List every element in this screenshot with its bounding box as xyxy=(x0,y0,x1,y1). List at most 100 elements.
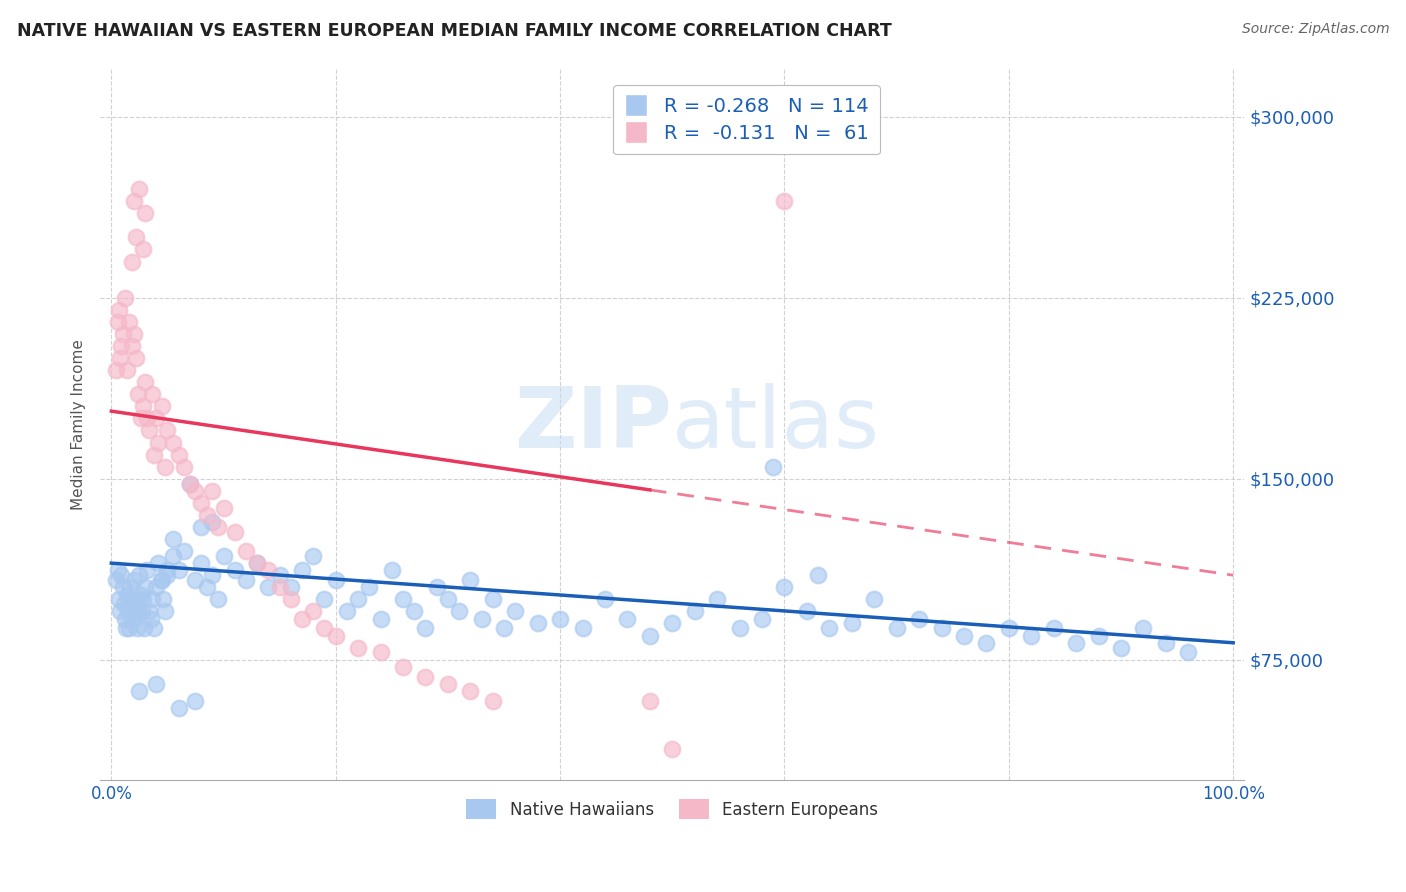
Point xyxy=(638,694,661,708)
Point xyxy=(134,375,156,389)
Point xyxy=(184,573,207,587)
Point xyxy=(162,549,184,563)
Point xyxy=(818,621,841,635)
Point xyxy=(107,563,129,577)
Point xyxy=(127,387,149,401)
Point xyxy=(153,604,176,618)
Point xyxy=(190,556,212,570)
Point xyxy=(173,459,195,474)
Point xyxy=(325,628,347,642)
Point xyxy=(108,592,131,607)
Point xyxy=(127,604,149,618)
Point xyxy=(796,604,818,618)
Point xyxy=(114,291,136,305)
Point xyxy=(773,194,796,209)
Point xyxy=(118,315,141,329)
Point xyxy=(201,568,224,582)
Point xyxy=(115,587,138,601)
Point xyxy=(437,677,460,691)
Point xyxy=(931,621,953,635)
Point xyxy=(404,604,426,618)
Point xyxy=(138,424,160,438)
Point xyxy=(132,621,155,635)
Point xyxy=(129,411,152,425)
Point xyxy=(184,694,207,708)
Point xyxy=(201,515,224,529)
Point xyxy=(235,544,257,558)
Point xyxy=(129,587,152,601)
Point xyxy=(115,621,138,635)
Point xyxy=(291,563,314,577)
Point xyxy=(150,400,173,414)
Point xyxy=(110,604,132,618)
Point xyxy=(127,621,149,635)
Point xyxy=(173,544,195,558)
Point xyxy=(167,448,190,462)
Point xyxy=(190,496,212,510)
Point xyxy=(136,411,159,425)
Point xyxy=(773,580,796,594)
Point xyxy=(132,592,155,607)
Point xyxy=(1087,628,1109,642)
Point xyxy=(257,580,280,594)
Point xyxy=(125,351,148,365)
Point xyxy=(121,254,143,268)
Point xyxy=(120,580,142,594)
Point xyxy=(246,556,269,570)
Point xyxy=(138,604,160,618)
Point xyxy=(145,411,167,425)
Point xyxy=(1154,636,1177,650)
Point xyxy=(162,532,184,546)
Point xyxy=(110,568,132,582)
Point xyxy=(314,621,336,635)
Point xyxy=(593,592,616,607)
Point xyxy=(156,563,179,577)
Point xyxy=(392,660,415,674)
Point xyxy=(449,604,471,618)
Point xyxy=(179,476,201,491)
Text: NATIVE HAWAIIAN VS EASTERN EUROPEAN MEDIAN FAMILY INCOME CORRELATION CHART: NATIVE HAWAIIAN VS EASTERN EUROPEAN MEDI… xyxy=(17,22,891,40)
Point xyxy=(156,568,179,582)
Point xyxy=(104,363,127,377)
Point xyxy=(195,580,218,594)
Point xyxy=(548,612,571,626)
Point xyxy=(184,483,207,498)
Point xyxy=(128,568,150,582)
Point xyxy=(392,592,415,607)
Point xyxy=(110,351,132,365)
Point xyxy=(107,315,129,329)
Point xyxy=(195,508,218,522)
Point xyxy=(481,694,503,708)
Point xyxy=(112,597,135,611)
Point xyxy=(121,339,143,353)
Text: ZIP: ZIP xyxy=(515,383,672,466)
Point xyxy=(153,459,176,474)
Point xyxy=(115,363,138,377)
Point xyxy=(111,326,134,341)
Point xyxy=(117,604,139,618)
Point xyxy=(149,573,172,587)
Point xyxy=(111,580,134,594)
Point xyxy=(145,580,167,594)
Point xyxy=(470,612,492,626)
Point xyxy=(751,612,773,626)
Point xyxy=(162,435,184,450)
Point xyxy=(132,243,155,257)
Point xyxy=(257,563,280,577)
Point xyxy=(132,400,155,414)
Point xyxy=(156,424,179,438)
Point xyxy=(347,640,370,655)
Point xyxy=(122,326,145,341)
Point xyxy=(908,612,931,626)
Point xyxy=(125,592,148,607)
Point xyxy=(143,448,166,462)
Text: Source: ZipAtlas.com: Source: ZipAtlas.com xyxy=(1241,22,1389,37)
Point xyxy=(1109,640,1132,655)
Point xyxy=(141,592,163,607)
Point xyxy=(638,628,661,642)
Point xyxy=(141,387,163,401)
Point xyxy=(280,580,302,594)
Point xyxy=(415,621,437,635)
Point xyxy=(207,592,229,607)
Point xyxy=(179,476,201,491)
